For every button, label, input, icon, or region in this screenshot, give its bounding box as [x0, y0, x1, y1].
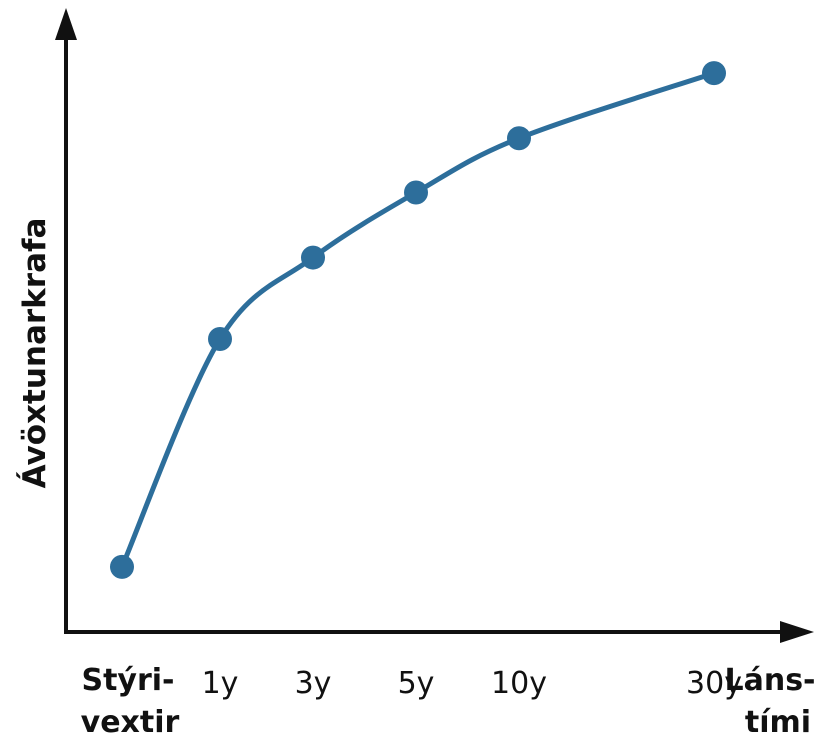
series-group [110, 61, 726, 579]
x-tick-label-3y: 3y [295, 666, 332, 701]
axes [55, 8, 814, 643]
series-line [119, 70, 717, 570]
data-point-2 [301, 245, 325, 270]
data-point-5 [702, 61, 726, 86]
x-axis-end-label-line1: Láns- [724, 663, 815, 698]
x-tick-label-5y: 5y [398, 666, 435, 701]
x-tick-label-10y: 10y [491, 666, 547, 701]
x-tick-label-30y: 30y [686, 666, 742, 701]
data-point-4 [507, 126, 531, 151]
data-point-0 [110, 554, 134, 579]
x-tick-labels: Stýri- vextir Láns- tími 1y 3y 5y 10y 30y [81, 663, 816, 740]
x-tick-label-policy-rate-line1: Stýri- [81, 663, 174, 698]
x-tick-label-1y: 1y [202, 666, 239, 701]
data-point-1 [208, 326, 232, 351]
x-axis-end-label-line2: tími [745, 705, 811, 740]
data-point-3 [404, 180, 428, 205]
y-axis-label: Ávöxtunarkrafa [17, 218, 53, 489]
x-axis-arrow [780, 621, 814, 643]
y-axis-arrow [55, 8, 77, 40]
x-tick-label-policy-rate-line2: vextir [81, 705, 180, 740]
